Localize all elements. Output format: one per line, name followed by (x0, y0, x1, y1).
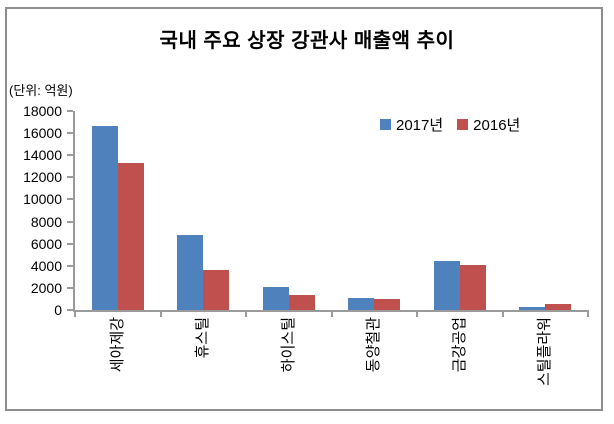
bar-series1-cat3 (374, 299, 400, 310)
bar-series0-cat0 (92, 126, 118, 310)
bar-series1-cat1 (203, 270, 229, 310)
x-axis-tick (330, 312, 333, 317)
y-axis-tick (67, 176, 73, 179)
bar-series0-cat2 (263, 287, 289, 310)
y-axis-tick-label: 18000 (23, 103, 62, 119)
y-axis-tick-label: 0 (54, 302, 62, 318)
x-axis-tick (416, 312, 418, 317)
x-axis-category-label: 금강공업 (451, 317, 468, 373)
bar-series1-cat5 (545, 304, 571, 310)
x-axis-tick (587, 312, 589, 317)
legend: 2017년 2016년 (380, 114, 520, 135)
bar-series0-cat1 (177, 235, 203, 310)
y-axis-tick (67, 264, 73, 267)
y-axis-tick-label: 4000 (30, 257, 62, 274)
y-axis-tick (67, 286, 73, 289)
y-axis-tick-label: 10000 (23, 191, 62, 208)
y-axis-tick-label: 12000 (23, 169, 62, 186)
y-axis-tick (67, 220, 73, 223)
x-axis-tick (159, 312, 162, 317)
legend-label-2017: 2017년 (396, 117, 444, 134)
y-axis-tick-label: 8000 (30, 213, 62, 230)
y-axis-tick (67, 242, 73, 245)
x-axis-line (73, 310, 589, 312)
bar-series0-cat3 (348, 298, 374, 310)
y-axis-line (73, 111, 75, 312)
chart-title: 국내 주요 상장 강관사 매출액 추이 (159, 30, 455, 52)
unit-label: (단위: 억원) (9, 83, 73, 98)
y-axis-tick (67, 198, 73, 201)
y-axis-tick (67, 132, 73, 135)
bar-series0-cat4 (434, 261, 460, 310)
y-axis-tick-label: 14000 (23, 147, 62, 164)
x-axis-category-label: 하이스틸 (280, 317, 297, 373)
legend-swatch-2017 (380, 119, 391, 130)
x-axis-tick (501, 312, 504, 317)
y-axis-tick-label: 2000 (30, 279, 62, 296)
x-axis-category-label: 스틸플라워 (536, 317, 553, 387)
y-axis-tick (67, 154, 73, 157)
bar-series1-cat2 (289, 295, 315, 310)
y-axis-tick (67, 110, 73, 112)
y-axis-tick (67, 309, 73, 311)
legend-swatch-2016 (457, 119, 469, 130)
y-axis-tick-label: 6000 (30, 235, 62, 252)
legend-item-2017: 2017년 (380, 114, 443, 135)
x-axis-tick (245, 312, 247, 317)
legend-item-2016: 2016년 (457, 114, 520, 135)
y-axis-tick-label: 16000 (23, 125, 62, 142)
x-axis-category-label: 세아제강 (109, 317, 126, 373)
x-axis-category-label: 동양철관 (365, 317, 382, 373)
x-axis-category-label: 휴스틸 (194, 317, 211, 359)
bar-series1-cat4 (460, 265, 486, 310)
x-axis-tick (74, 312, 76, 317)
legend-label-2016: 2016년 (473, 117, 521, 134)
bar-series1-cat0 (118, 163, 144, 310)
bar-series0-cat5 (519, 307, 545, 310)
